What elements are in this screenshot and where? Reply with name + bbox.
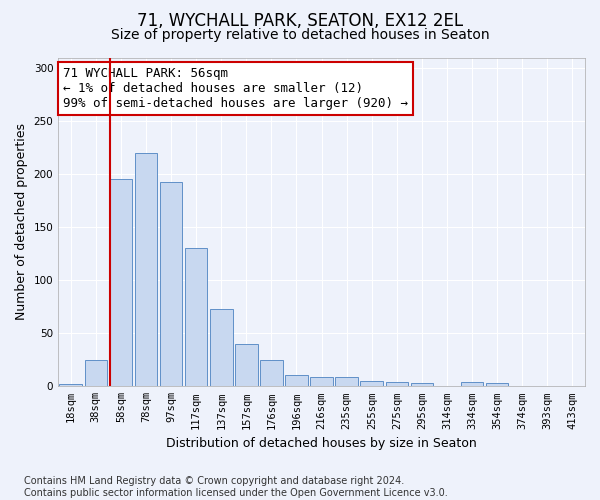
Text: 71 WYCHALL PARK: 56sqm
← 1% of detached houses are smaller (12)
99% of semi-deta: 71 WYCHALL PARK: 56sqm ← 1% of detached … bbox=[64, 68, 409, 110]
Text: 71, WYCHALL PARK, SEATON, EX12 2EL: 71, WYCHALL PARK, SEATON, EX12 2EL bbox=[137, 12, 463, 30]
Bar bbox=[160, 182, 182, 386]
X-axis label: Distribution of detached houses by size in Seaton: Distribution of detached houses by size … bbox=[166, 437, 477, 450]
Bar bbox=[235, 344, 257, 387]
Bar bbox=[386, 382, 408, 386]
Text: Size of property relative to detached houses in Seaton: Size of property relative to detached ho… bbox=[110, 28, 490, 42]
Bar bbox=[410, 383, 433, 386]
Y-axis label: Number of detached properties: Number of detached properties bbox=[15, 124, 28, 320]
Bar bbox=[59, 384, 82, 386]
Bar bbox=[134, 153, 157, 386]
Bar bbox=[85, 360, 107, 386]
Bar bbox=[461, 382, 484, 386]
Bar bbox=[361, 381, 383, 386]
Bar bbox=[285, 374, 308, 386]
Bar bbox=[310, 377, 333, 386]
Bar bbox=[185, 248, 208, 386]
Text: Contains HM Land Registry data © Crown copyright and database right 2024.
Contai: Contains HM Land Registry data © Crown c… bbox=[24, 476, 448, 498]
Bar bbox=[486, 383, 508, 386]
Bar bbox=[335, 377, 358, 386]
Bar bbox=[110, 180, 132, 386]
Bar bbox=[260, 360, 283, 386]
Bar bbox=[210, 309, 233, 386]
